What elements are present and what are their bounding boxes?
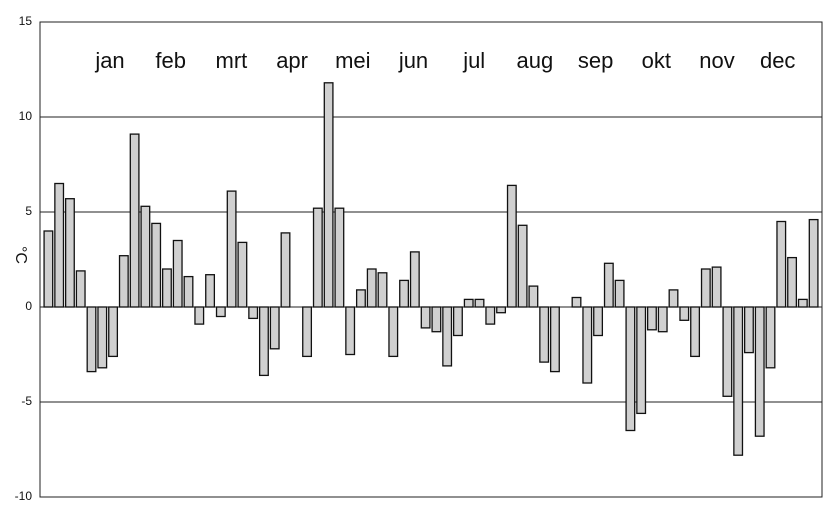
bar: [226, 190, 237, 308]
bar: [54, 182, 65, 308]
bar: [614, 279, 625, 308]
bar: [388, 306, 399, 358]
bar: [657, 306, 668, 333]
bar: [496, 306, 507, 314]
bar: [172, 239, 183, 308]
y-tick-label: 5: [25, 204, 32, 218]
y-tick-label: -10: [15, 489, 33, 503]
bar: [75, 270, 86, 308]
bar: [474, 298, 485, 308]
month-label: feb: [155, 48, 186, 73]
month-label: mei: [335, 48, 370, 73]
bar: [668, 289, 679, 308]
bar: [711, 266, 722, 308]
month-label: jul: [462, 48, 485, 73]
bar: [302, 306, 313, 358]
bar: [625, 306, 636, 432]
bar: [549, 306, 560, 373]
bar: [603, 262, 614, 308]
bar: [463, 298, 474, 308]
bar: [345, 306, 356, 356]
y-tick-label: -5: [21, 394, 32, 408]
bar: [334, 207, 345, 308]
bar: [129, 133, 140, 308]
bar: [237, 241, 248, 308]
bar: [646, 306, 657, 331]
bar: [787, 256, 798, 308]
month-label: apr: [276, 48, 308, 73]
bar: [183, 275, 194, 308]
bar: [517, 224, 528, 308]
bar: [582, 306, 593, 384]
month-label: sep: [578, 48, 613, 73]
y-axis-label: °C: [12, 246, 29, 264]
month-label: dec: [760, 48, 795, 73]
bar: [151, 222, 162, 308]
bar: [506, 184, 517, 308]
bar: [808, 218, 819, 308]
bar: [86, 306, 97, 373]
bar: [118, 255, 129, 308]
bar: [280, 232, 291, 308]
bar: [269, 306, 280, 350]
month-label: okt: [642, 48, 671, 73]
bar: [539, 306, 550, 363]
bar: [593, 306, 604, 337]
bar: [679, 306, 690, 321]
bar: [743, 306, 754, 354]
bar: [733, 306, 744, 456]
bar: [571, 296, 582, 308]
bar: [140, 205, 151, 308]
bar: [97, 306, 108, 369]
bar: [722, 306, 733, 397]
bar: [64, 198, 75, 308]
bar: [409, 251, 420, 308]
month-label: aug: [517, 48, 554, 73]
bar: [205, 274, 216, 308]
month-label: jun: [398, 48, 428, 73]
bar: [754, 306, 765, 437]
bar: [258, 306, 269, 377]
bar: [690, 306, 701, 358]
bar: [355, 289, 366, 308]
bar: [485, 306, 496, 325]
bar: [431, 306, 442, 333]
bar: [636, 306, 647, 415]
bar: [161, 268, 172, 308]
bar: [420, 306, 431, 329]
bar: [215, 306, 226, 318]
bar: [776, 220, 787, 308]
y-tick-label: 15: [19, 14, 33, 28]
month-label: mrt: [216, 48, 248, 73]
bar: [366, 268, 377, 308]
bar: [452, 306, 463, 337]
month-label: nov: [699, 48, 734, 73]
bar: [528, 285, 539, 308]
bar: [399, 279, 410, 308]
bar: [700, 268, 711, 308]
bar: [108, 306, 119, 358]
bar: [765, 306, 776, 369]
bar: [312, 207, 323, 308]
bar: [323, 82, 334, 308]
bar: [797, 298, 808, 308]
bar: [248, 306, 259, 320]
bar: [377, 272, 388, 308]
bar: [442, 306, 453, 367]
y-tick-label: 10: [19, 109, 33, 123]
bar: [43, 230, 54, 308]
y-tick-label: 0: [25, 299, 32, 313]
month-label: jan: [94, 48, 124, 73]
bar: [194, 306, 205, 325]
